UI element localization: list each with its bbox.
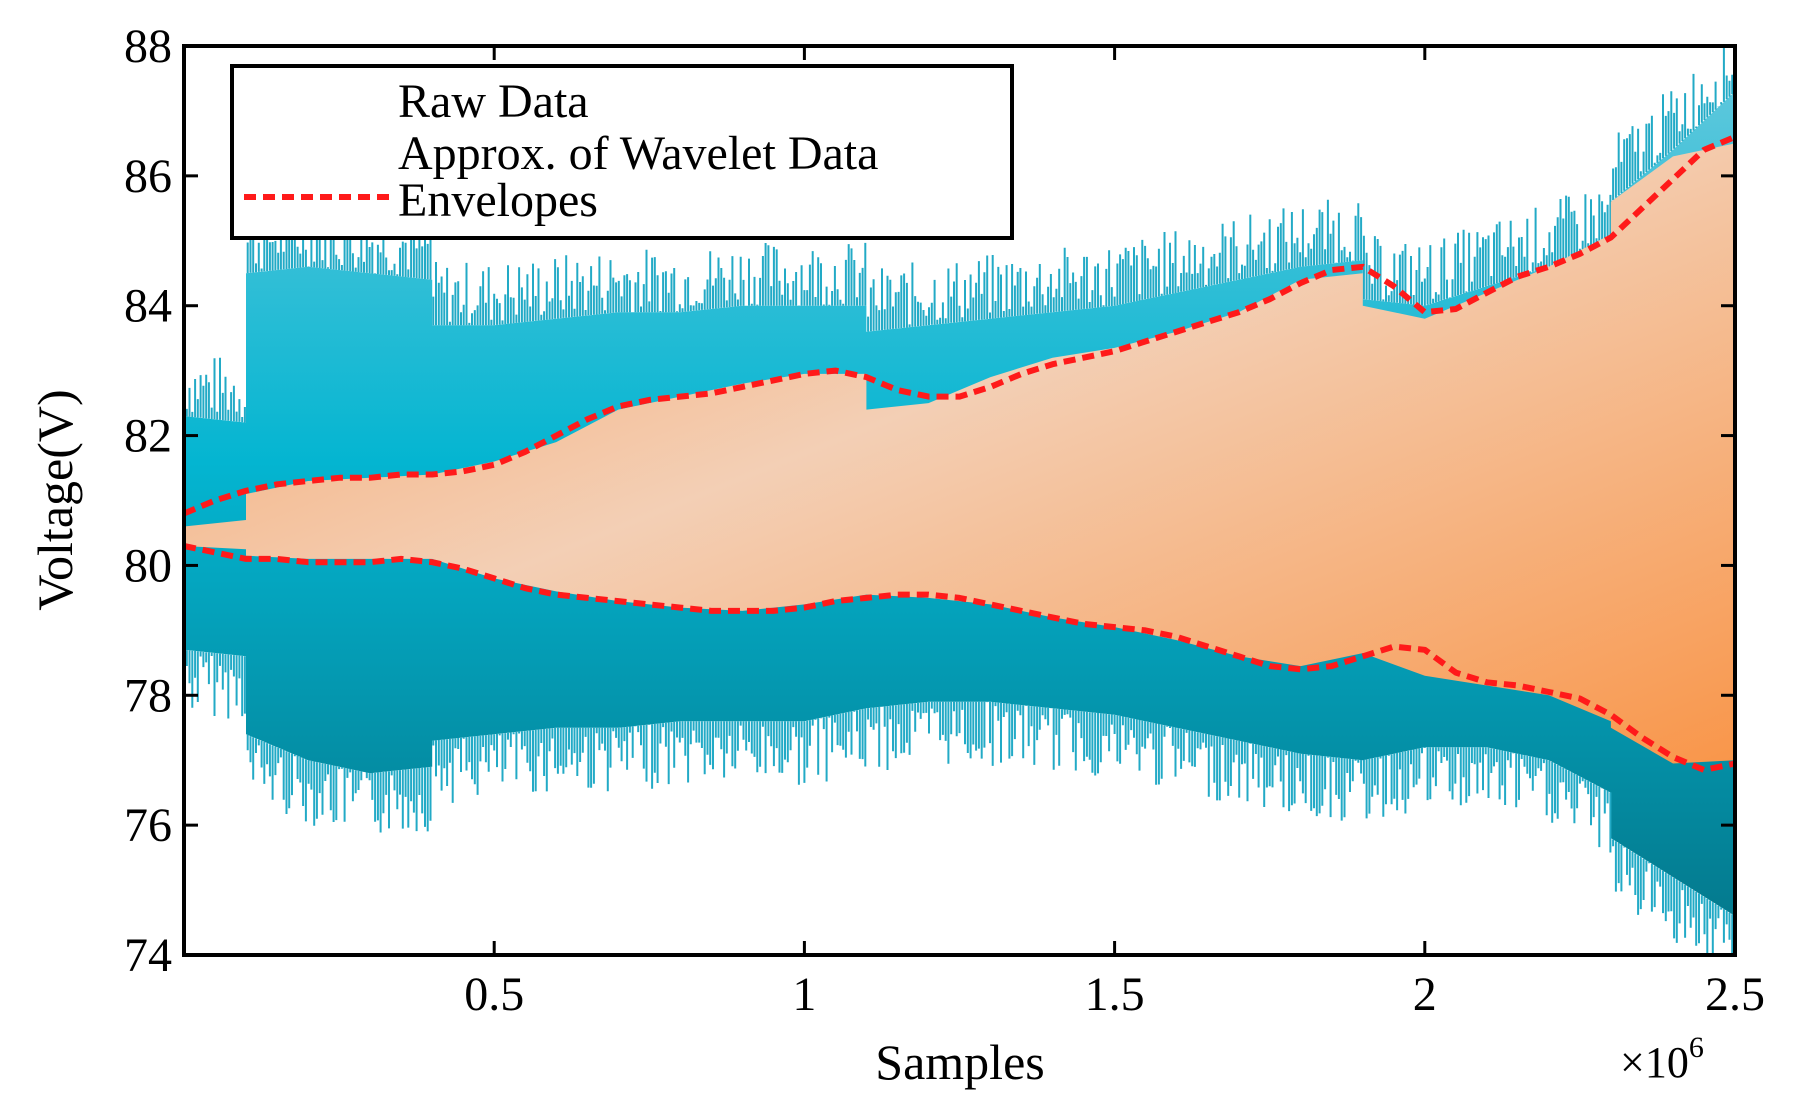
x-tick-label: 0.5 — [464, 968, 524, 1021]
envelope-upper-line — [184, 134, 1735, 517]
x-multiplier-exponent: 6 — [1689, 1031, 1704, 1064]
wavelet-approx-band — [184, 143, 1735, 764]
legend: Raw Data Approx. of Wavelet Data Envelop… — [230, 64, 1014, 240]
y-axis: 74 76 78 80 82 84 86 88 — [124, 20, 1735, 982]
y-tick-label: 86 — [124, 150, 172, 203]
y-tick-label: 88 — [124, 20, 172, 73]
y-tick-label: 74 — [124, 929, 172, 982]
x-tick-label: 2.5 — [1705, 968, 1765, 1021]
axes-frame — [182, 44, 1737, 957]
x-axis: 0.5 1 1.5 2 2.5 — [464, 46, 1765, 1021]
envelope-lower-line — [184, 543, 1735, 773]
x-tick-label: 1 — [792, 968, 816, 1021]
y-tick-label: 76 — [124, 799, 172, 852]
legend-label-envelopes: Envelopes — [398, 174, 598, 227]
x-axis-label: Samples — [875, 1034, 1044, 1090]
y-tick-label: 78 — [124, 669, 172, 722]
wavelet-approx-series — [184, 143, 1735, 764]
y-axis-label: Voltage(V) — [27, 389, 83, 610]
x-multiplier-base: ×10 — [1620, 1038, 1689, 1087]
raw-data-spikes — [184, 46, 1735, 955]
envelopes-series — [184, 134, 1735, 773]
y-tick-label: 80 — [124, 539, 172, 592]
y-tick-label: 82 — [124, 410, 172, 463]
x-multiplier: ×106 — [1620, 1031, 1704, 1087]
y-tick-label: 84 — [124, 280, 172, 333]
x-tick-label: 2 — [1413, 968, 1437, 1021]
plot-area — [184, 46, 1735, 955]
x-tick-label: 1.5 — [1085, 968, 1145, 1021]
legend-label-wavelet: Approx. of Wavelet Data — [398, 127, 878, 180]
legend-label-raw: Raw Data — [398, 75, 589, 128]
